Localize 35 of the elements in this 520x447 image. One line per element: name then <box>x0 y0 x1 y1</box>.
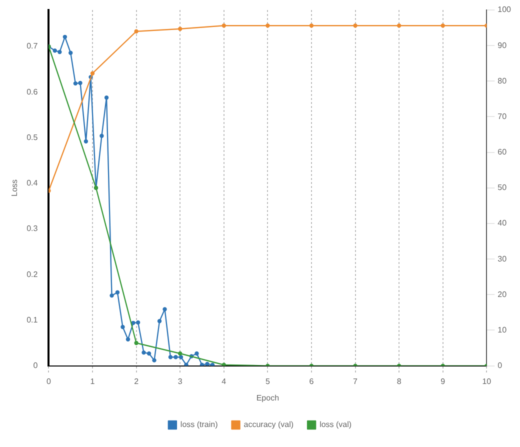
x-tick-label: 6 <box>309 376 314 386</box>
y-tick-label: 0.5 <box>26 132 38 142</box>
y2-tick-label: 20 <box>498 290 508 299</box>
x-tick-label: 10 <box>482 376 492 386</box>
x-tick-label: 0 <box>46 376 52 386</box>
y2-tick-label: 100 <box>498 5 512 14</box>
x-tick-label: 4 <box>222 376 227 386</box>
legend-label: loss (val) <box>320 420 352 430</box>
y2-tick-label: 90 <box>498 40 508 50</box>
y-tick-label: 0.4 <box>26 178 38 188</box>
y-tick-label: 0.6 <box>26 87 38 96</box>
y2-tick-label: 30 <box>498 254 508 264</box>
legend-label: accuracy (val) <box>244 420 294 430</box>
x-tick-label: 3 <box>178 376 183 386</box>
x-tick-label: 2 <box>134 376 140 386</box>
y2-tick-label: 10 <box>498 325 508 334</box>
x-tick-label: 5 <box>265 376 270 386</box>
y2-tick-label: 50 <box>498 183 508 192</box>
x-tick-label: 1 <box>90 376 96 386</box>
y2-tick-label: 70 <box>498 112 508 121</box>
y2-tick-label: 0 <box>498 361 503 370</box>
y-tick-label: 0.7 <box>26 42 38 51</box>
y2-tick-label: 40 <box>498 218 508 228</box>
y2-tick-label: 80 <box>498 76 508 86</box>
y2-tick-label: 60 <box>498 148 508 157</box>
y-tick-label: 0.1 <box>26 315 38 324</box>
legend-label: loss (train) <box>180 420 218 430</box>
x-tick-label: 7 <box>353 376 358 386</box>
x-tick-label: 8 <box>396 376 402 386</box>
y-axis-title: Loss <box>10 179 20 196</box>
y-tick-label: 0.3 <box>26 224 38 234</box>
x-axis-title: Epoch <box>256 393 280 402</box>
x-tick-label: 9 <box>440 376 446 386</box>
y-tick-label: 0.2 <box>26 270 38 279</box>
y-tick-label: 0 <box>33 361 38 370</box>
